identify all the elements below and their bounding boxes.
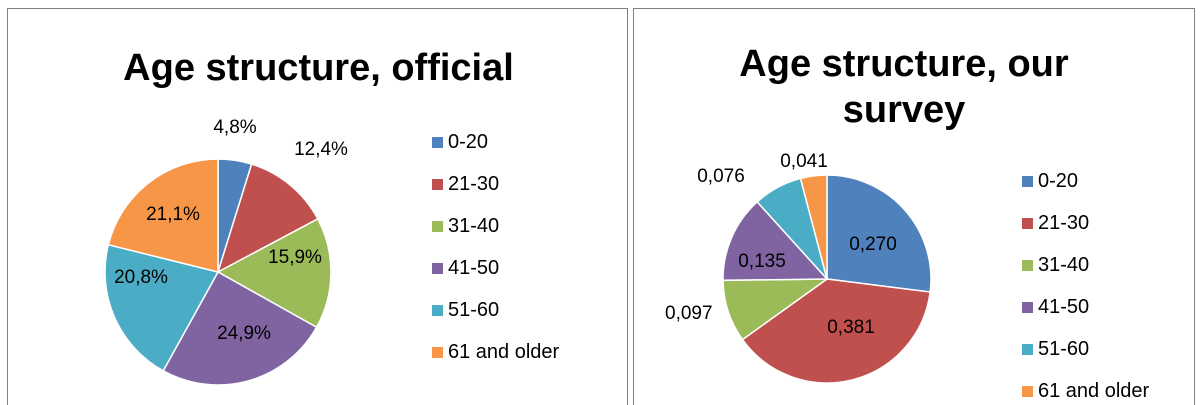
- legend-swatch: [1022, 217, 1033, 229]
- pie-chart-official: 4,8% 12,4% 15,9% 24,9% 20,8% 21,1%: [104, 117, 348, 386]
- legend-item: 41-50: [1022, 286, 1149, 328]
- legend-item: 21-30: [432, 163, 559, 205]
- pie-slice-41-50: [162, 270, 318, 386]
- legend-item: 31-40: [432, 205, 559, 247]
- pie-slice-41-50: [722, 200, 829, 282]
- data-label: 0,097: [665, 303, 713, 324]
- pie-slice-61-and-older: [107, 158, 219, 273]
- legend-label: 51-60: [448, 298, 500, 321]
- data-label: 12,4%: [294, 139, 348, 160]
- data-label: 0,381: [827, 317, 875, 338]
- data-label: 20,8%: [114, 267, 168, 288]
- chart-panel-official: Age structure, official 4,8% 12,4% 15,9% 24…: [7, 8, 628, 405]
- legend-label: 31-40: [1038, 253, 1090, 276]
- legend-item: 51-60: [1022, 328, 1149, 370]
- pie-slice-21-30: [216, 163, 319, 274]
- legend-label: 41-50: [1038, 295, 1090, 318]
- pie-slice-51-60: [104, 243, 220, 372]
- legend-item: 61 and older: [432, 331, 559, 373]
- legend-label: 41-50: [448, 256, 500, 279]
- legend-label: 0-20: [1038, 169, 1079, 192]
- data-label: 15,9%: [268, 247, 322, 268]
- pie-chart-survey: 0,270 0,381 0,097 0,135 0,076 0,041: [665, 151, 932, 384]
- data-label: 24,9%: [217, 323, 271, 344]
- chart-title: Age structure, our survey: [739, 43, 1069, 131]
- data-label: 0,135: [738, 251, 786, 272]
- legend-swatch: [432, 136, 443, 148]
- legend-item: 0-20: [1022, 160, 1149, 202]
- data-label: 0,270: [849, 234, 897, 255]
- data-label: 0,076: [697, 166, 745, 187]
- legend-item: 41-50: [432, 247, 559, 289]
- legend-item: 51-60: [432, 289, 559, 331]
- legend-swatch: [1022, 175, 1033, 187]
- legend-label: 61 and older: [448, 340, 560, 363]
- legend-label: 0-20: [448, 130, 489, 153]
- chart-panel-survey: Age structure, our survey 0,270 0,381 0,09…: [633, 8, 1195, 405]
- legend-label: 31-40: [448, 214, 500, 237]
- legend-swatch: [432, 262, 443, 274]
- legend-swatch: [1022, 301, 1033, 313]
- legend-label: 61 and older: [1038, 379, 1150, 402]
- legend-swatch: [1022, 343, 1033, 355]
- legend-label: 21-30: [448, 172, 500, 195]
- legend-official: 0-20 21-30 31-40 41-50 51-60 61 and olde…: [432, 121, 559, 373]
- pie-slice-61-and-older: [799, 174, 828, 280]
- legend-item: 21-30: [1022, 202, 1149, 244]
- data-label: 0,041: [780, 151, 828, 172]
- legend-label: 21-30: [1038, 211, 1090, 234]
- legend-item: 61 and older: [1022, 370, 1149, 405]
- legend-survey: 0-20 21-30 31-40 41-50 51-60 61 and olde…: [1022, 160, 1149, 405]
- data-label: 4,8%: [213, 117, 256, 138]
- legend-swatch: [1022, 385, 1033, 397]
- legend-swatch: [1022, 259, 1033, 271]
- legend-swatch: [432, 178, 443, 190]
- data-label: 21,1%: [146, 204, 200, 225]
- chart-title: Age structure, official: [123, 47, 514, 89]
- legend-label: 51-60: [1038, 337, 1090, 360]
- legend-item: 0-20: [432, 121, 559, 163]
- pie-slice-21-30: [741, 278, 932, 384]
- legend-swatch: [432, 346, 443, 358]
- legend-item: 31-40: [1022, 244, 1149, 286]
- pie-slice-0-20: [826, 174, 932, 293]
- pie-slice-31-40: [216, 217, 332, 329]
- legend-swatch: [432, 304, 443, 316]
- legend-swatch: [432, 220, 443, 232]
